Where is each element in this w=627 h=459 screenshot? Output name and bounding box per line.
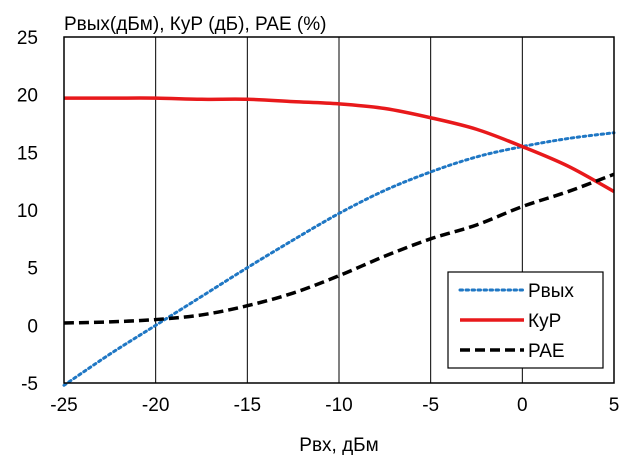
x-tick-labels: -25 -20 -15 -10 -5 0 5 [50,395,619,416]
y-tick-label: 20 [17,86,38,107]
plot-border [63,36,615,384]
series-layer [62,96,616,387]
x-tick-label: 5 [609,395,620,416]
y-tick-label: 25 [17,28,38,49]
y-tick-label: -5 [21,374,38,395]
y-tick-label: 0 [27,316,38,337]
y-tick-label: 5 [27,259,38,280]
x-tick-label: -5 [422,395,439,416]
x-tick-label: -25 [50,395,77,416]
legend-label-pae: PAE [528,341,565,362]
y-tick-label: 15 [17,143,38,164]
x-tick-label: 0 [517,395,528,416]
x-tick-label: -10 [325,395,352,416]
y-tick-label: 10 [17,201,38,222]
legend-label-kur: КуР [528,311,561,332]
series-line-1 [64,96,615,194]
y-axis-title: Pвых(дБм), КуР (дБ), PAE (%) [64,14,326,35]
x-tick-label: -15 [234,395,261,416]
x-tick-label: -20 [142,395,169,416]
y-tick-labels: -5 0 5 10 15 20 25 [17,28,38,395]
legend-label-pвых: Pвых [528,281,574,302]
series-line-2 [63,172,615,325]
series-line-0 [62,131,616,387]
x-axis-title: Pвх, дБм [299,435,378,456]
legend: Pвых КуР PAE [447,271,604,369]
